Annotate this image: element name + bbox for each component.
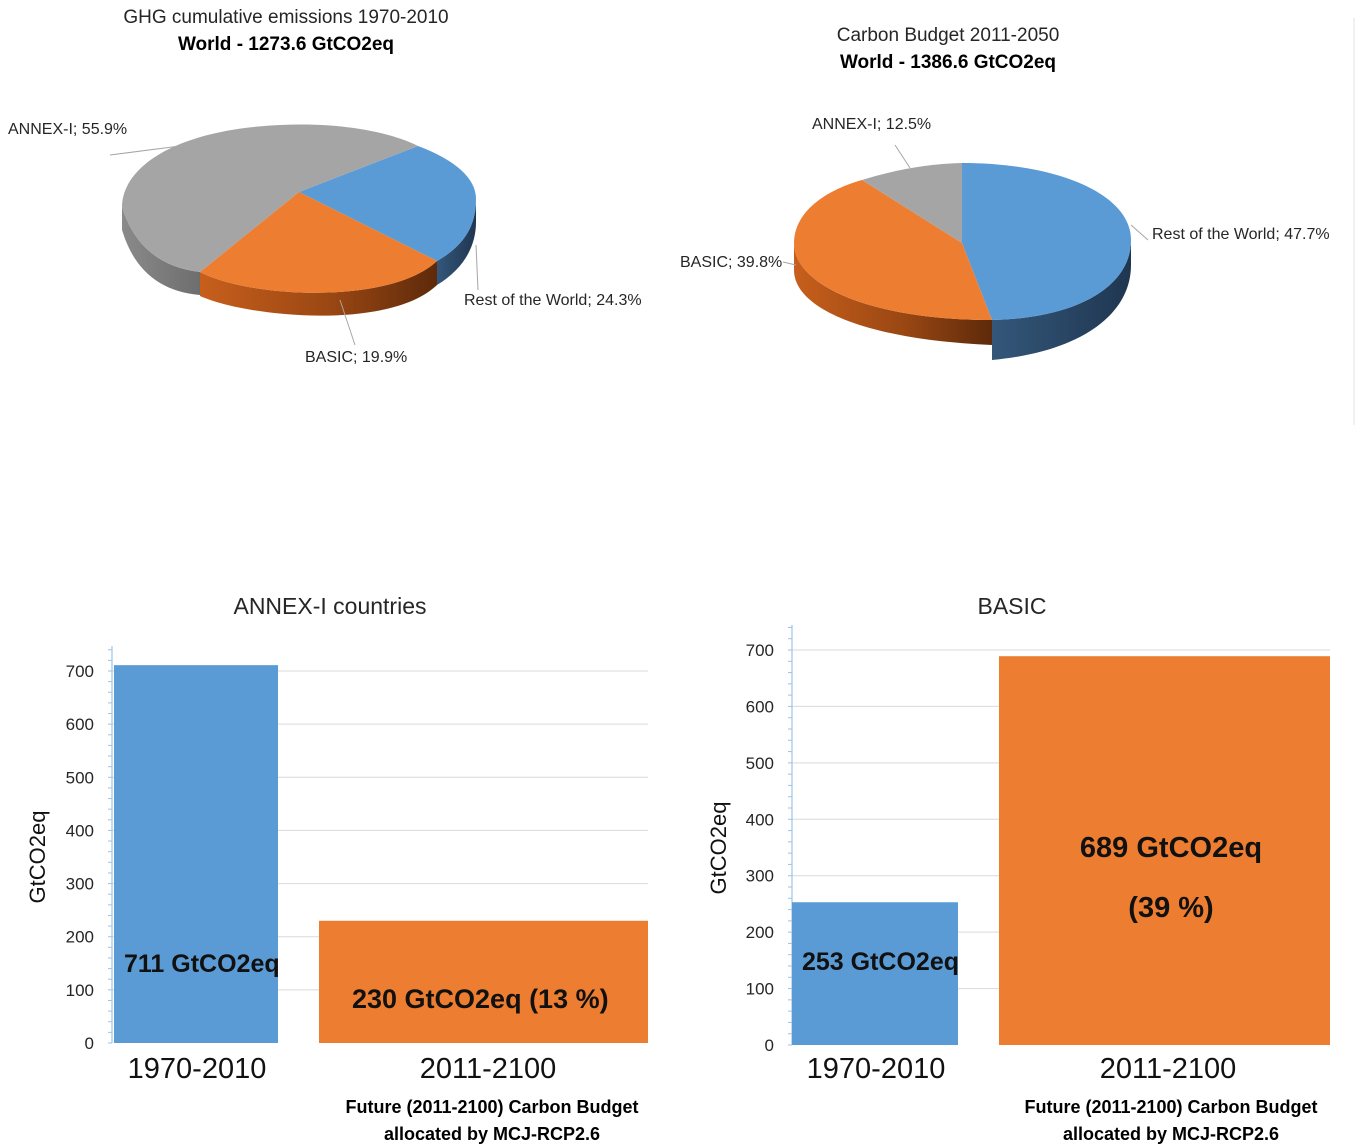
y-tick-label: 600 [746,697,774,716]
pie2-leader-row [1130,224,1149,241]
bar-data-label: 689 GtCO2eq [1080,832,1262,864]
y-tick-label: 200 [746,923,774,942]
y-tick-label: 500 [66,768,94,787]
bar-2011-2100 [999,656,1330,1045]
bar-1970-2010 [792,902,958,1045]
bar-data-label: 230 GtCO2eq (13 %) [352,984,609,1014]
bar-chart-annex-i: ANNEX-I countries 0 100 200 300 400 500 600 700 1… [25,593,648,1144]
y-tick-label: 600 [66,715,94,734]
pie2-slice-rest-of-world [962,163,1131,320]
pie1-side-row [437,199,476,285]
bar-chart-title: ANNEX-I countries [233,593,426,619]
x-category-label: 1970-2010 [128,1053,267,1085]
pie2-side-basic [794,243,992,345]
pie2-leader-annex [894,144,911,169]
pie2-slice-annex-i [862,163,962,243]
pie1-side-annex [122,207,200,295]
pie1-slice-basic [200,192,437,293]
pie1-leader-row [475,244,479,291]
y-tick-label: 100 [746,980,774,999]
bar-chart-basic: BASIC 0 100 200 300 400 500 600 700 1970-2010 253 … [706,593,1330,1144]
y-tick-label: 400 [66,821,94,840]
pie1-label-annex-i: ANNEX-I; 55.9% [8,121,127,138]
y-tick-label: 400 [746,810,774,829]
pie2-label-annex-i: ANNEX-I; 12.5% [812,116,931,133]
bar-note-line-1: Future (2011-2100) Carbon Budget [1024,1097,1317,1117]
y-axis-label: GtCO2eq [706,802,731,895]
bar-note-line-2: allocated by MCJ-RCP2.6 [384,1124,600,1144]
y-tick-label: 200 [66,928,94,947]
pie-chart-1970-2010: GHG cumulative emissions 1970-2010 World… [8,7,642,366]
x-category-label: 1970-2010 [807,1053,946,1085]
y-tick-label: 0 [85,1034,94,1053]
pie1-slice-annex-i [122,124,418,273]
x-category-label: 2011-2100 [420,1053,557,1085]
bar-data-label: 711 GtCO2eq [124,950,280,978]
y-tick-label: 500 [746,754,774,773]
pie1-label-basic: BASIC; 19.9% [305,349,407,366]
pie1-slice-rest-of-world [299,146,476,261]
bar-chart-title: BASIC [977,593,1046,619]
pie2-title: Carbon Budget 2011-2050 [837,25,1060,46]
pie1-title: GHG cumulative emissions 1970-2010 [123,7,448,28]
pie1-label-rest-of-world: Rest of the World; 24.3% [464,292,642,309]
bar-note-line-2: allocated by MCJ-RCP2.6 [1063,1124,1279,1144]
pie1-leader-annex [109,145,181,156]
bar-data-label-share: (39 %) [1128,892,1213,924]
y-tick-label: 0 [765,1036,774,1055]
pie2-slice-basic [794,180,992,320]
y-tick-label: 300 [746,867,774,886]
y-tick-label: 700 [746,641,774,660]
pie2-label-rest-of-world: Rest of the World; 47.7% [1152,226,1330,243]
pie2-subtitle: World - 1386.6 GtCO2eq [840,52,1056,73]
pie-chart-2011-2050: Carbon Budget 2011-2050 World - 1386.6 G… [680,25,1330,360]
pie1-subtitle: World - 1273.6 GtCO2eq [178,34,394,55]
bar-note-line-1: Future (2011-2100) Carbon Budget [345,1097,638,1117]
y-tick-label: 300 [66,875,94,894]
bar-data-label: 253 GtCO2eq [802,948,959,976]
y-tick-label: 100 [66,981,94,1000]
pie2-leader-basic [782,261,797,266]
y-axis-label: GtCO2eq [25,811,50,904]
pie2-side-row [992,240,1131,360]
pie2-label-basic: BASIC; 39.8% [680,254,782,271]
pie1-leader-basic [339,299,356,346]
bar-2011-2100 [319,920,648,1043]
bar-1970-2010 [114,665,278,1043]
x-category-label: 2011-2100 [1100,1053,1237,1085]
pie1-side-basic [200,261,437,316]
y-tick-label: 700 [66,662,94,681]
